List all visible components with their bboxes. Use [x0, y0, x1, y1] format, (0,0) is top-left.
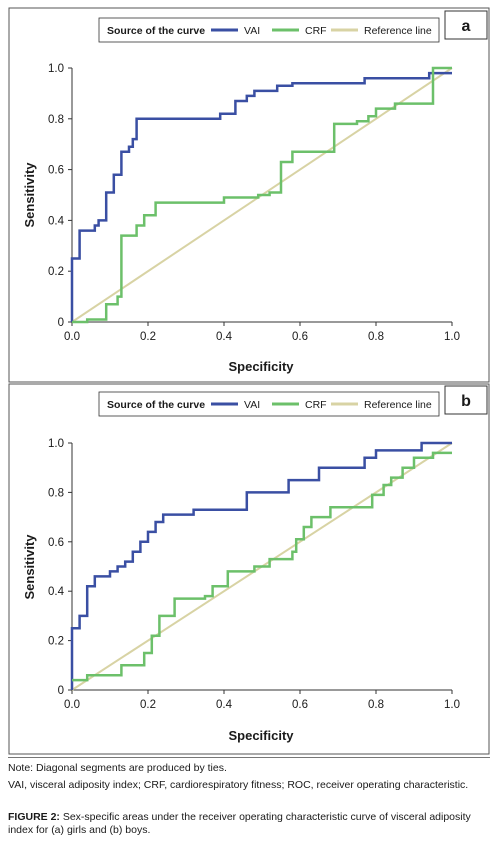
panel-a: Source of the curve VAI CRF Reference li…	[8, 7, 490, 383]
panel-a-series-crf	[72, 66, 452, 324]
panel-b-y-tick-label: 0	[58, 685, 64, 697]
caption-note-2: VAI, visceral adiposity index; CRF, card…	[8, 779, 469, 791]
panel-a-y-tick-label: 0.2	[48, 266, 64, 278]
roc-figure: Source of the curve VAI CRF Reference li…	[8, 7, 490, 755]
panel-b-y-tick-label: 0.2	[48, 636, 64, 648]
panel-b-letter: b	[461, 393, 471, 410]
legend-a	[98, 17, 440, 43]
panel-a-x-tick-label: 0.4	[216, 331, 233, 343]
panel-b-y-tick-label: 0.8	[48, 487, 64, 499]
panel-b-x-tick-label: 1.0	[444, 699, 460, 711]
legend-a-title: Source of the curve	[107, 25, 205, 37]
panel-b-y-tick-label: 1.0	[48, 438, 64, 450]
legend-b-label-crf: CRF	[305, 399, 327, 411]
legend-b-title: Source of the curve	[107, 399, 205, 411]
panel-b-series-crf	[72, 451, 452, 682]
x-axis-title-a: Specificity	[228, 359, 294, 374]
panel-a-y-tick-label: 0.8	[48, 114, 64, 126]
y-axis-title-b: Sensitivity	[22, 534, 37, 600]
panel-b-series-vai	[70, 441, 452, 690]
x-axis-title-b: Specificity	[228, 728, 294, 743]
panel-b-y-tick-label: 0.6	[48, 537, 64, 549]
figure-label: FIGURE 2:	[8, 811, 60, 823]
caption-note-1: Note: Diagonal segments are produced by …	[8, 762, 227, 774]
panel-a-x-tick-label: 0.8	[368, 331, 384, 343]
panel-a-y-tick-label: 0	[58, 317, 64, 329]
panel-b-x-tick-label: 0.2	[140, 699, 156, 711]
legend-a-label-ref: Reference line	[364, 25, 432, 37]
caption-rule	[8, 757, 490, 758]
legend-b-label-vai: VAI	[244, 399, 260, 411]
panel-a-x-tick-label: 0.6	[292, 331, 308, 343]
panel-a-frame	[8, 7, 490, 383]
panel-a-letter: a	[462, 18, 471, 35]
panel-a-y-tick-label: 1.0	[48, 63, 64, 75]
panel-b: Source of the curve VAI CRF Reference li…	[8, 383, 490, 755]
panel-a-letter-box	[444, 10, 488, 40]
legend-a-label-vai: VAI	[244, 25, 260, 37]
panel-b-x-tick-label: 0.6	[292, 699, 308, 711]
panel-b-x-tick-label: 0.0	[64, 699, 80, 711]
figure-caption: FIGURE 2: Sex-specific areas under the r…	[8, 811, 490, 837]
panel-a-x-tick-label: 0.2	[140, 331, 156, 343]
panel-b-x-tick-label: 0.8	[368, 699, 384, 711]
figure-caption-text: Sex-specific areas under the receiver op…	[8, 811, 471, 836]
panel-a-y-tick-label: 0.4	[48, 215, 65, 227]
y-axis-title-a: Sensitivity	[22, 162, 37, 228]
panel-a-series-vai	[70, 71, 452, 322]
panel-a-x-tick-label: 0.0	[64, 331, 80, 343]
legend-b-label-ref: Reference line	[364, 399, 432, 411]
panel-a-x-tick-label: 1.0	[444, 331, 460, 343]
panel-b-x-tick-label: 0.4	[216, 699, 233, 711]
legend-b	[98, 391, 440, 417]
plot-area-b: 0.0 0.2 0.4 0.6 0.8 1.0 0 0.2 0.4 0.6 0.8 1.0	[48, 438, 460, 711]
panel-b-frame	[8, 383, 490, 755]
panel-a-y-tick-label: 0.6	[48, 165, 64, 177]
panel-b-y-tick-label: 0.4	[48, 586, 65, 598]
plot-area-a: 0.0 0.2 0.4 0.6 0.8 1.0 0 0.2 0.4 0.6 0.8 1.0	[48, 63, 460, 343]
legend-a-label-crf: CRF	[305, 25, 327, 37]
panel-b-letter-box	[444, 385, 488, 415]
